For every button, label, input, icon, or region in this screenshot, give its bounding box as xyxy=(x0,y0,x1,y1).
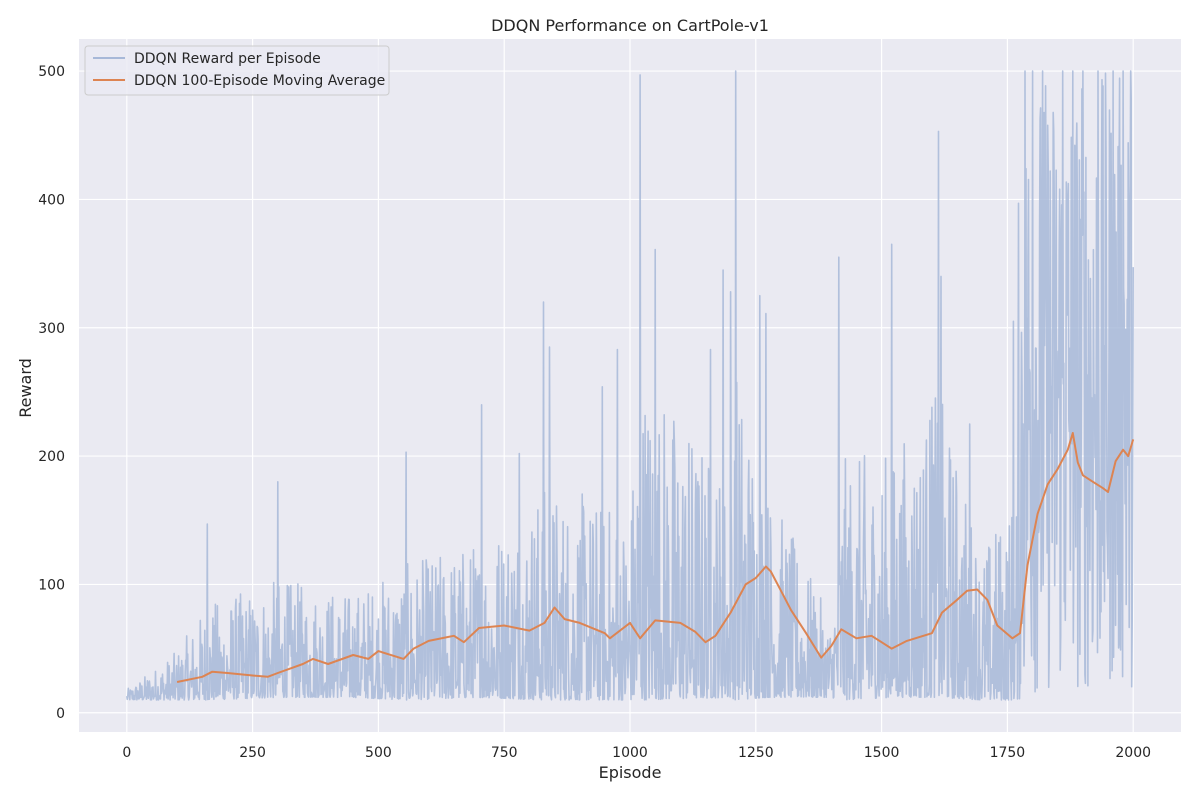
y-tick-label: 200 xyxy=(38,449,65,465)
x-tick-label: 1500 xyxy=(864,745,900,761)
y-tick-label: 300 xyxy=(38,321,65,337)
legend: DDQN Reward per Episode DDQN 100-Episode… xyxy=(84,45,390,96)
y-axis: 0 100 200 300 400 500 xyxy=(38,64,65,722)
x-tick-label: 250 xyxy=(239,745,266,761)
x-tick-label: 750 xyxy=(491,745,518,761)
x-tick-label: 0 xyxy=(122,745,131,761)
y-tick-label: 400 xyxy=(38,192,65,208)
reward-per-episode-line xyxy=(126,70,1134,701)
legend-box xyxy=(84,45,390,96)
moving-average-line xyxy=(176,432,1135,683)
chart-title: DDQN Performance on CartPole-v1 xyxy=(491,16,769,35)
x-tick-label: 2000 xyxy=(1115,745,1151,761)
x-tick-label: 1750 xyxy=(990,745,1026,761)
x-axis: 0 250 500 750 1000 1250 1500 1750 2000 xyxy=(122,745,1151,761)
y-tick-label: 0 xyxy=(56,706,65,722)
y-tick-label: 500 xyxy=(38,64,65,80)
y-axis-label: Reward xyxy=(16,358,35,418)
x-tick-label: 1250 xyxy=(738,745,774,761)
x-tick-label: 1000 xyxy=(612,745,648,761)
legend-label-reward: DDQN Reward per Episode xyxy=(134,51,321,67)
legend-label-moving-average: DDQN 100-Episode Moving Average xyxy=(134,73,385,89)
x-tick-label: 500 xyxy=(365,745,392,761)
grid-lines xyxy=(79,39,1181,732)
y-tick-label: 100 xyxy=(38,577,65,593)
series-layer xyxy=(126,70,1135,701)
x-axis-label: Episode xyxy=(599,763,662,782)
